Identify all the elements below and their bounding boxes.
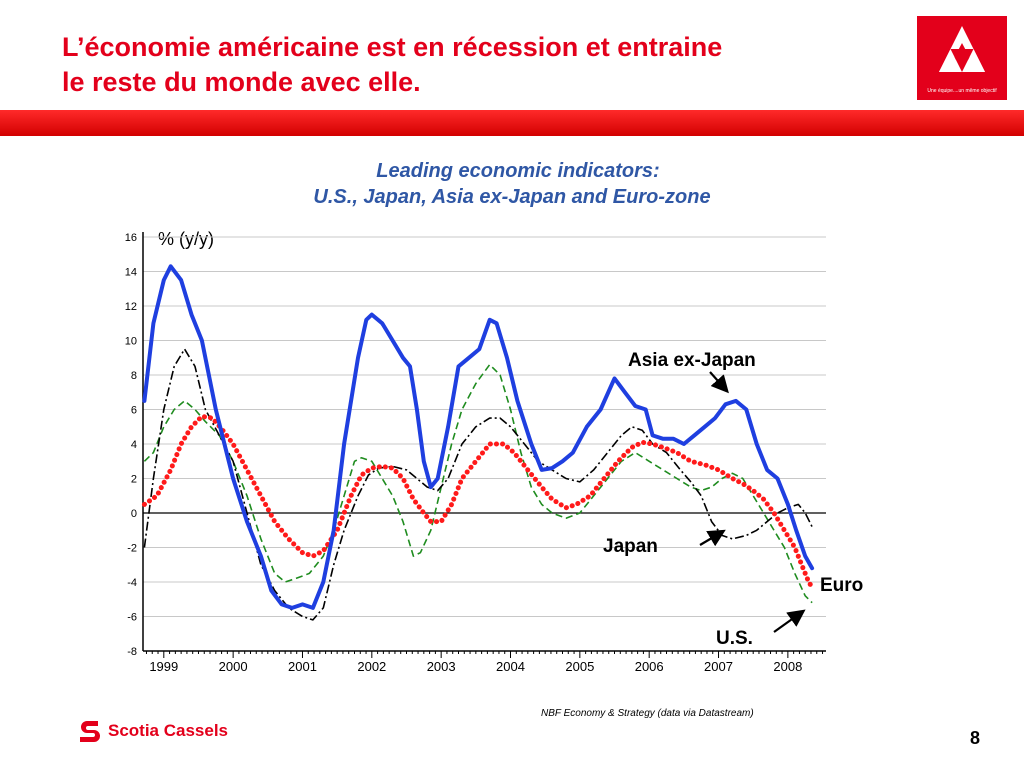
x-tick-label: 2008 [773,659,802,674]
y-tick-label: -2 [127,543,137,555]
chart-title-line1: Leading economic indicators: [376,160,659,182]
line-chart: Leading economic indicators: U.S., Japan… [125,160,864,719]
page-number: 8 [970,728,981,748]
annotation-arrow-japan [699,529,726,547]
y-tick-label: -6 [127,612,137,624]
y-tick-label: 0 [131,508,137,520]
logo-tagline: Une équipe....un même objectif [927,88,997,94]
y-tick-label: 14 [125,267,137,279]
source-note: NBF Economy & Strategy (data via Datastr… [541,708,754,719]
slide-title-line1: L’économie américaine est en récession e… [62,32,723,62]
series-line-u-s [143,363,813,604]
annotation-euro: Euro [820,575,863,596]
y-tick-label: 2 [131,474,137,486]
x-tick-label: 2001 [288,659,317,674]
slide-title-line2: le reste du monde avec elle. [62,67,421,97]
x-tick-label: 2007 [704,659,733,674]
y-tick-label: 10 [125,336,137,348]
y-tick-label: 8 [131,370,137,382]
annotation-asia-ex-japan: Asia ex-Japan [628,350,756,371]
y-tick-label: 12 [125,301,137,313]
y-axis-label: % (y/y) [158,229,214,249]
series-line-japan [143,348,813,621]
x-tick-label: 2004 [496,659,525,674]
annotation-arrow-asia-ex-japan [709,371,729,394]
annotation-arrow-u-s [773,609,806,633]
x-tick-label: 2005 [565,659,594,674]
y-tick-label: -8 [127,646,137,658]
scotia-logo-icon [80,721,100,742]
chart-title-line2: U.S., Japan, Asia ex-Japan and Euro-zone [313,186,710,208]
red-header-band [0,110,1024,136]
x-tick-label: 2003 [427,659,456,674]
y-tick-label: -4 [127,577,137,589]
x-tick-label: 2006 [635,659,664,674]
slide-title: L’économie américaine est en récession e… [62,30,912,100]
footer-brand: Scotia Cassels [108,721,229,740]
series-line-asia-ex-japan [142,264,815,610]
x-tick-label: 2002 [357,659,386,674]
x-tick-label: 1999 [149,659,178,674]
y-tick-label: 16 [125,232,137,244]
chart-area: Leading economic indicators: U.S., Japan… [110,150,900,720]
y-tick-label: 4 [131,439,137,451]
x-tick-label: 2000 [219,659,248,674]
series-line-euro [141,413,815,590]
triangle-logo-icon [939,26,985,72]
annotation-japan: Japan [603,536,658,557]
company-logo: Une équipe....un même objectif [917,16,1007,100]
annotation-u-s: U.S. [716,628,753,649]
y-tick-label: 6 [131,405,137,417]
